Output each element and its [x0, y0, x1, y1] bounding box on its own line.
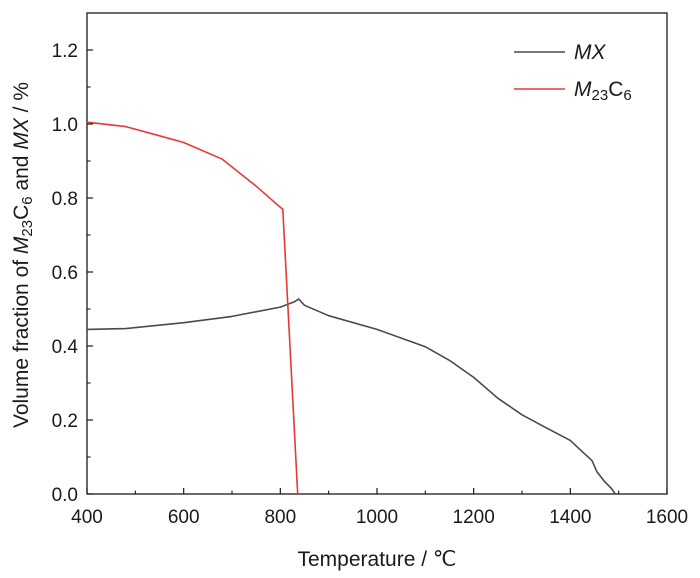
y-axis-title-part: C	[10, 205, 33, 220]
y-axis: 0.0 0.2 0.4 0.6 0.8 1.0 1.2	[52, 41, 93, 506]
y-axis-title-part: Volume fraction of	[10, 254, 33, 428]
legend-label: MX	[574, 41, 606, 64]
x-tick-label: 1400	[549, 507, 591, 528]
y-tick-label: 1.2	[52, 41, 78, 62]
y-axis-title-part: M	[10, 236, 33, 254]
legend-label: M23C6	[574, 78, 632, 104]
legend: MX M23C6	[514, 41, 632, 104]
y-axis-title-part: MX	[10, 117, 33, 149]
series-layer	[86, 121, 616, 495]
y-tick-label: 0.4	[52, 337, 79, 358]
series-line-m23c6	[86, 121, 299, 495]
x-axis-title: Temperature / ℃	[298, 548, 457, 571]
y-axis-title-part: 23	[19, 220, 36, 237]
y-tick-label: 0.8	[52, 189, 78, 210]
legend-label-part: C	[608, 78, 623, 101]
x-axis: 400 600 800 1000 1200 1400 1600	[71, 488, 688, 528]
y-tick-label: 1.0	[52, 115, 78, 136]
y-axis-title: Volume fraction of M23C6 and MX / %	[10, 82, 36, 428]
y-tick-label: 0.2	[52, 411, 78, 432]
y-axis-title-part: 6	[19, 196, 36, 204]
x-tick-label: 1000	[356, 507, 398, 528]
x-tick-label: 600	[168, 507, 200, 528]
y-axis-title-part: and	[10, 150, 33, 197]
legend-label-part: MX	[574, 41, 606, 64]
y-tick-label: 0.0	[52, 485, 78, 506]
series-line-mx	[86, 298, 616, 495]
y-axis-title-part: / %	[10, 82, 33, 118]
legend-label-part: 23	[592, 87, 609, 104]
legend-label-part: M	[574, 78, 592, 101]
x-tick-label: 800	[264, 507, 296, 528]
y-tick-label: 0.6	[52, 263, 78, 284]
x-tick-label: 400	[71, 507, 103, 528]
legend-label-part: 6	[623, 87, 631, 104]
x-tick-label: 1600	[646, 507, 688, 528]
x-tick-label: 1200	[453, 507, 495, 528]
